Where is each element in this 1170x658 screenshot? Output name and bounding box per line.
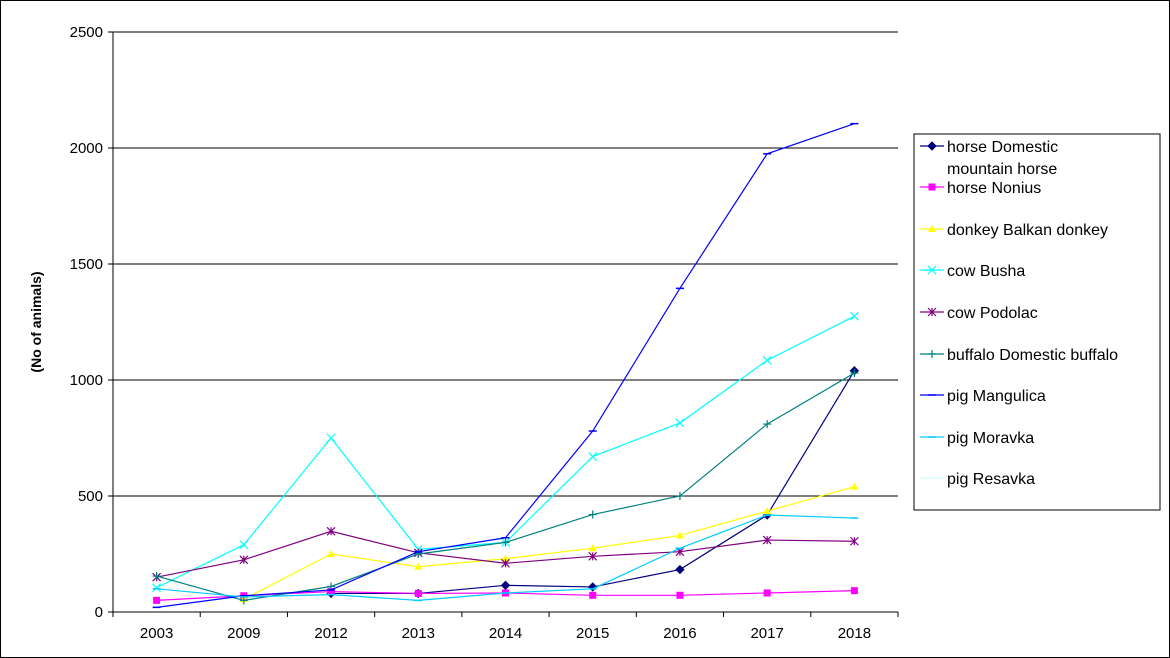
data-point-donkey-balkan-donkey <box>850 482 859 490</box>
x-tick-label: 2015 <box>576 625 609 642</box>
data-point-horse-nonius <box>327 588 335 596</box>
x-tick-label: 2013 <box>402 625 435 642</box>
y-tick-label: 2500 <box>70 24 103 41</box>
data-point-cow-podolac <box>501 558 510 568</box>
y-tick-label: 1000 <box>70 372 103 389</box>
legend-label: horse Nonius <box>947 180 1041 197</box>
legend-marker-donkey-balkan-donkey <box>928 225 936 232</box>
data-point-donkey-balkan-donkey <box>501 554 510 562</box>
data-point-cow-podolac <box>849 536 859 546</box>
legend-marker-cow-busha <box>927 265 937 275</box>
data-point-cow-busha <box>675 418 685 428</box>
legend-marker-cow-podolac <box>927 307 937 317</box>
data-point-buffalo-domestic-buffalo <box>327 582 336 591</box>
data-point-horse-domestic-mountain-horse <box>500 580 511 591</box>
legend-label: pig Moravka <box>947 430 1034 447</box>
legend-label: cow Busha <box>947 263 1025 280</box>
legend <box>913 133 1161 511</box>
x-tick-label: 2018 <box>838 625 871 642</box>
legend-label: cow Podolac <box>947 305 1038 322</box>
data-point-donkey-balkan-donkey <box>675 531 684 539</box>
y-tick-label: 0 <box>95 604 103 621</box>
data-point-cow-podolac <box>588 551 598 561</box>
data-point-cow-busha <box>239 540 249 550</box>
x-tick-label: 2003 <box>140 625 173 642</box>
data-point-horse-nonius <box>676 591 684 599</box>
data-point-horse-nonius <box>763 589 771 597</box>
data-point-buffalo-domestic-buffalo <box>588 510 597 519</box>
y-tick-label: 500 <box>78 488 103 505</box>
legend-label: horse Domestic <box>947 139 1058 156</box>
data-point-buffalo-domestic-buffalo <box>501 538 510 547</box>
legend-marker-horse-domestic-mountain-horse <box>927 141 937 151</box>
x-tick-label: 2017 <box>750 625 783 642</box>
series-line-donkey-balkan-donkey <box>243 486 855 600</box>
data-point-horse-nonius <box>153 596 161 604</box>
y-axis-title: (No of animals) <box>28 271 44 372</box>
series-line-pig-mangulica <box>156 123 855 608</box>
x-tick-label: 2014 <box>489 625 522 642</box>
legend-label: donkey Balkan donkey <box>947 222 1108 239</box>
data-point-horse-nonius <box>850 587 858 595</box>
legend-label: pig Mangulica <box>947 388 1046 405</box>
data-point-buffalo-domestic-buffalo <box>152 572 161 581</box>
data-point-cow-busha <box>588 452 598 461</box>
data-point-horse-nonius <box>589 591 597 599</box>
y-tick-label: 2000 <box>70 140 103 157</box>
series-line-cow-busha <box>156 315 855 589</box>
data-point-donkey-balkan-donkey <box>588 544 597 552</box>
data-point-horse-nonius <box>414 589 422 597</box>
x-tick-label: 2012 <box>314 625 347 642</box>
x-tick-label: 2016 <box>663 625 696 642</box>
data-point-buffalo-domestic-buffalo <box>675 492 684 500</box>
y-tick-label: 1500 <box>70 256 103 273</box>
data-point-cow-podolac <box>326 526 336 536</box>
data-point-cow-busha <box>326 433 336 443</box>
data-point-cow-podolac <box>239 555 249 565</box>
legend-label: mountain horse <box>947 161 1057 178</box>
data-point-buffalo-domestic-buffalo <box>850 369 859 378</box>
data-point-cow-busha <box>762 355 772 365</box>
legend-label: pig Resavka <box>947 471 1035 488</box>
data-point-cow-busha <box>849 311 859 321</box>
data-point-buffalo-domestic-buffalo <box>239 596 248 605</box>
data-point-cow-podolac <box>762 535 772 545</box>
data-point-donkey-balkan-donkey <box>763 507 772 515</box>
x-tick-label: 2009 <box>227 625 260 642</box>
legend-marker-horse-nonius <box>928 183 936 191</box>
data-point-donkey-balkan-donkey <box>327 550 336 557</box>
data-point-buffalo-domestic-buffalo <box>763 420 772 429</box>
legend-label: buffalo Domestic buffalo <box>947 347 1118 364</box>
data-point-horse-domestic-mountain-horse <box>675 564 685 575</box>
legend-marker-buffalo-domestic-buffalo <box>928 350 936 358</box>
data-point-cow-busha <box>152 583 162 593</box>
data-point-donkey-balkan-donkey <box>414 562 423 570</box>
